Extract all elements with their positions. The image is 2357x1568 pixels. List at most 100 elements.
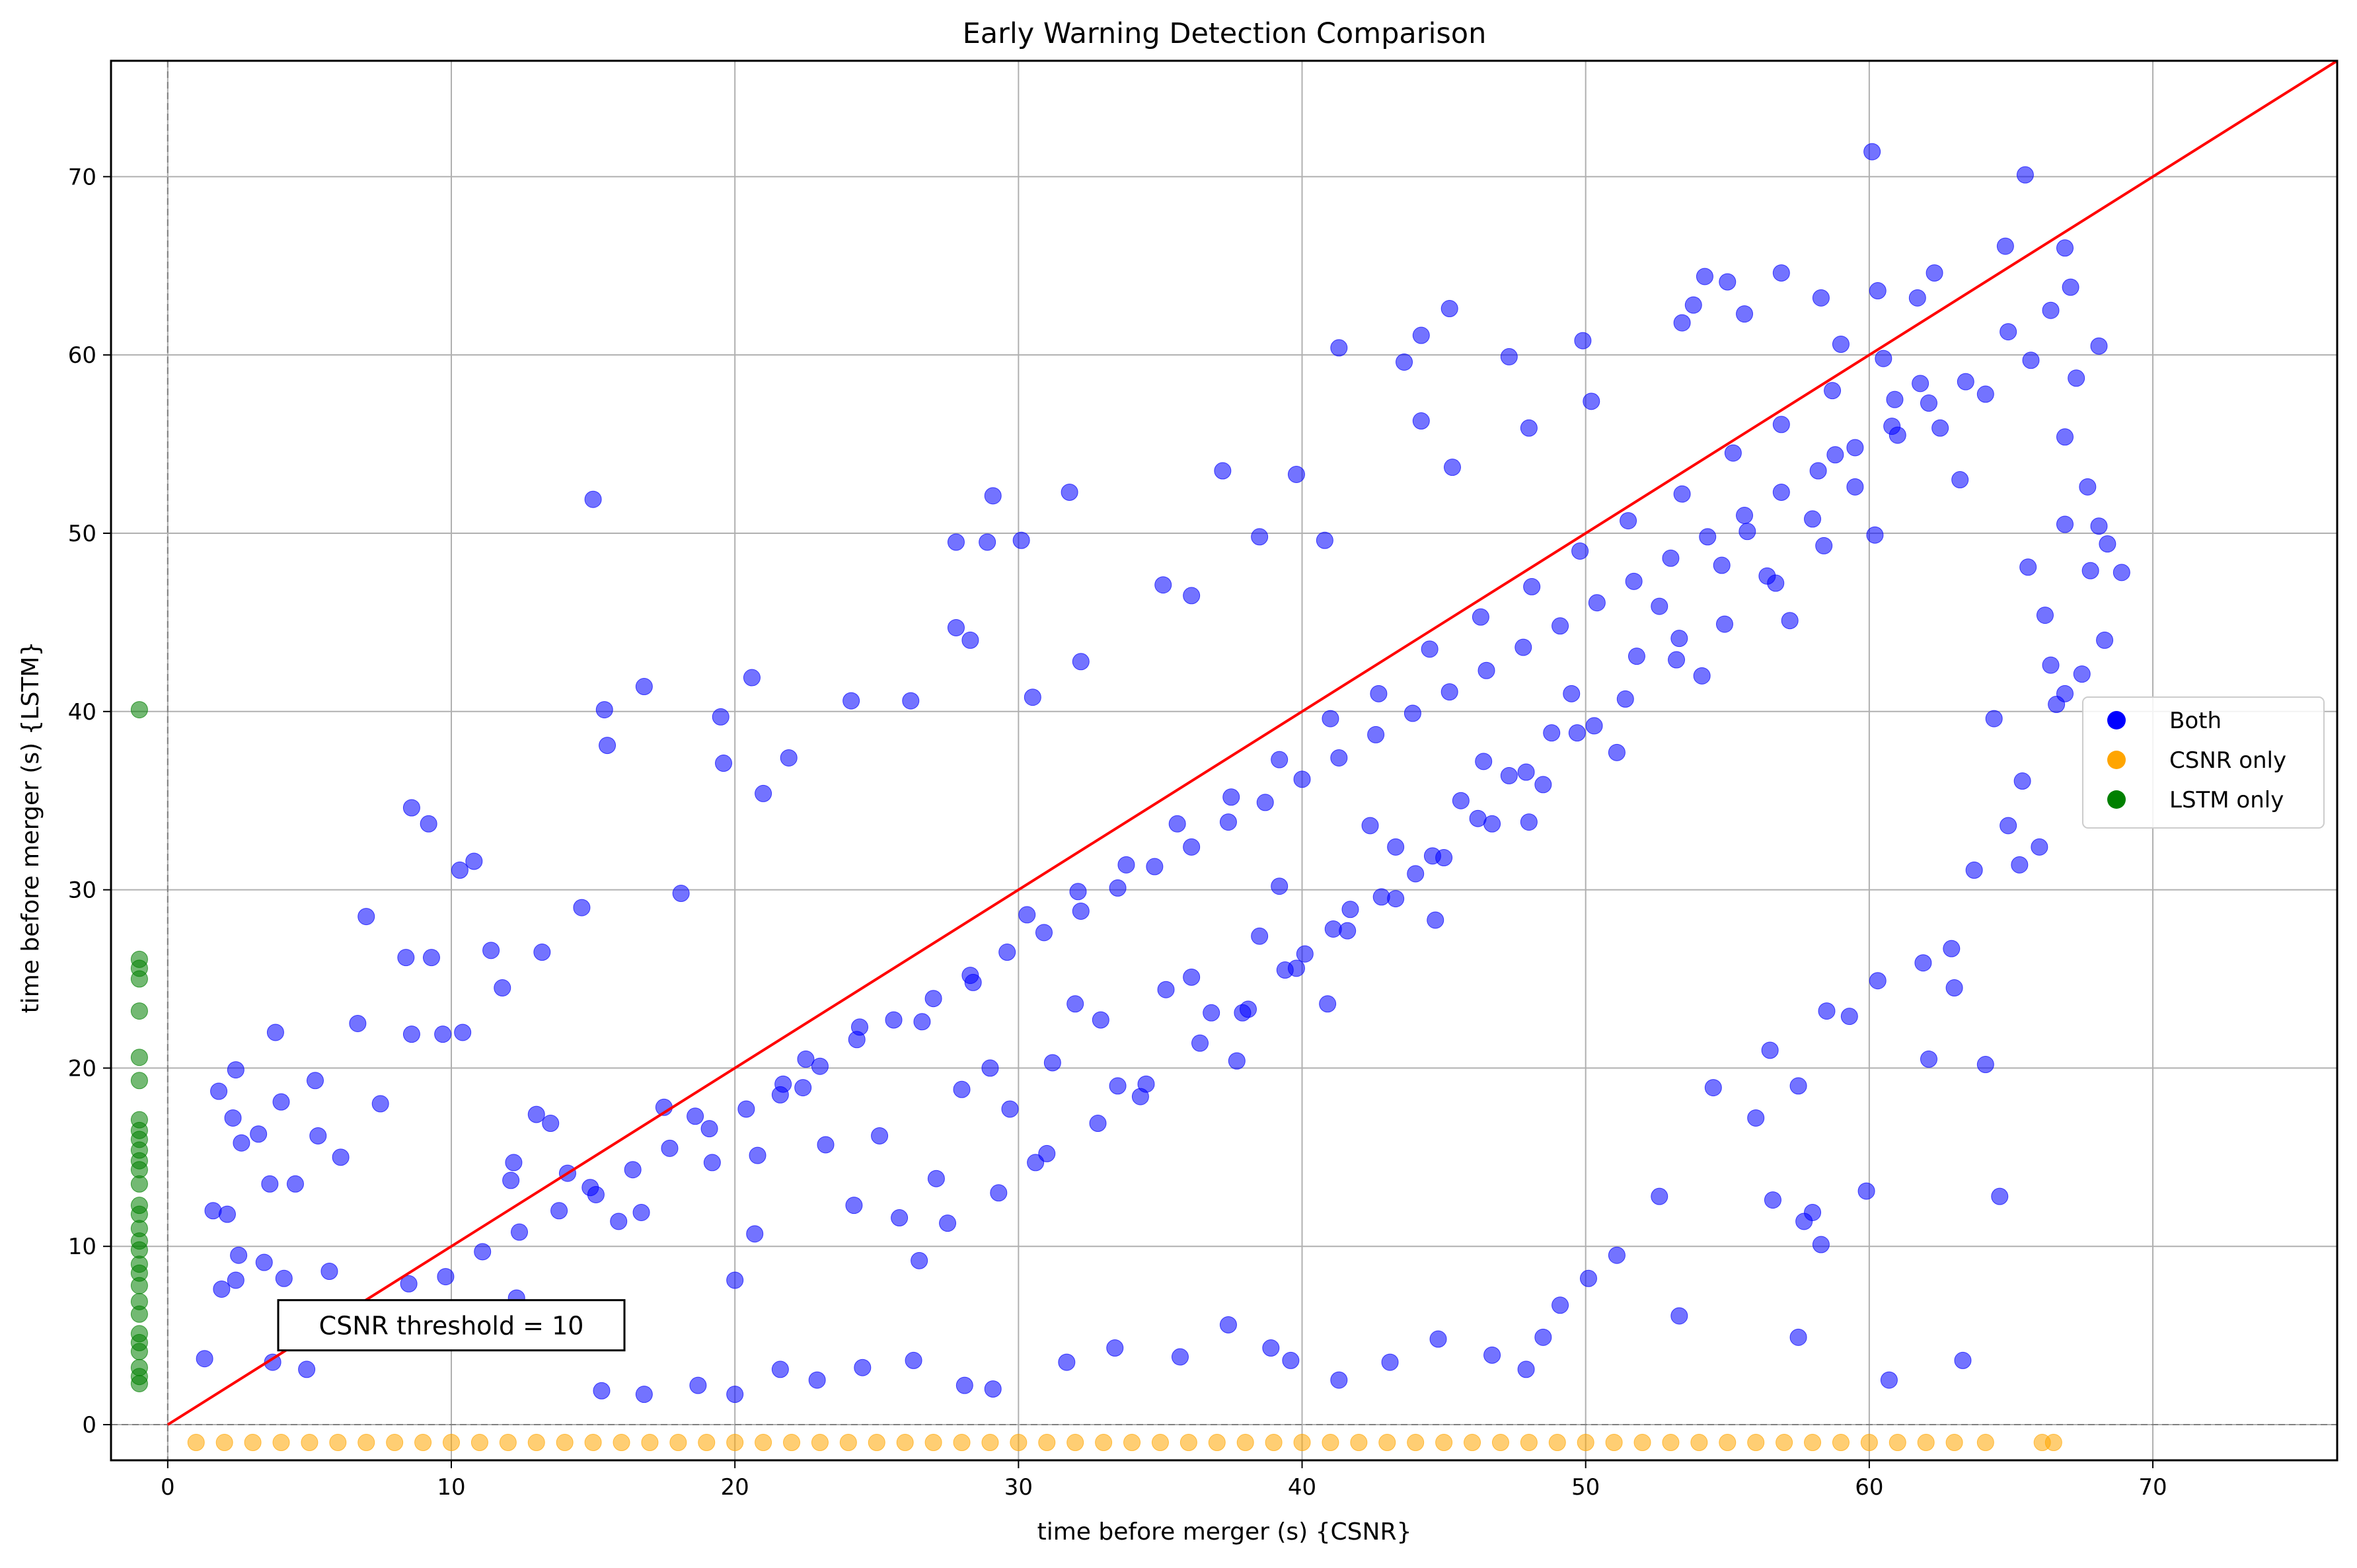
point-both [913, 1013, 931, 1031]
point-both [1043, 1054, 1061, 1072]
point-both [1772, 416, 1790, 433]
y-tick-label: 10 [68, 1234, 96, 1260]
point-csnr-only [2044, 1434, 2062, 1452]
point-both [1651, 1187, 1668, 1205]
point-both [1857, 1182, 1875, 1200]
point-both [2056, 515, 2074, 533]
point-both [1183, 838, 1201, 856]
point-csnr-only [1577, 1434, 1594, 1452]
point-both [1781, 612, 1799, 630]
annotation-text: CSNR threshold = 10 [319, 1312, 584, 1341]
point-both [1520, 813, 1538, 831]
point-both [1500, 766, 1518, 784]
point-csnr-only [1236, 1434, 1254, 1452]
point-both [465, 852, 483, 870]
point-both [1552, 617, 1569, 635]
point-both [1322, 710, 1339, 728]
point-both [1875, 350, 1892, 367]
point-both [1651, 597, 1668, 615]
point-csnr-only [698, 1434, 716, 1452]
point-both [2019, 558, 2037, 576]
point-both [1421, 640, 1439, 658]
point-both [527, 1105, 545, 1123]
point-both [891, 1209, 909, 1227]
x-tick-label: 40 [1288, 1474, 1316, 1501]
point-both [1764, 1191, 1781, 1209]
point-both [1339, 922, 1357, 940]
point-both [911, 1251, 928, 1269]
annotation-box [277, 1299, 626, 1352]
point-both [1092, 1011, 1109, 1029]
point-both [1815, 537, 1833, 554]
point-both [1866, 526, 1884, 544]
point-both [1670, 1307, 1688, 1325]
point-both [1627, 648, 1645, 665]
point-csnr-only [1407, 1434, 1425, 1452]
point-csnr-only [953, 1434, 971, 1452]
point-lstm-only [130, 1277, 148, 1294]
point-both [1976, 1056, 1994, 1074]
point-both [1203, 1004, 1220, 1022]
point-both [1883, 418, 1901, 435]
point-both [1824, 382, 1842, 400]
point-csnr-only [1832, 1434, 1850, 1452]
legend-frame [2082, 696, 2325, 829]
point-both [1154, 576, 1172, 594]
point-both [1387, 890, 1405, 908]
point-both [1724, 444, 1742, 462]
reference-lines [111, 61, 2337, 1460]
point-both [1396, 353, 1413, 371]
point-csnr-only [1123, 1434, 1141, 1452]
point-csnr-only [726, 1434, 744, 1452]
point-csnr-only [1322, 1434, 1339, 1452]
point-both [1517, 1361, 1535, 1378]
point-csnr-only [1066, 1434, 1084, 1452]
point-both [924, 990, 942, 1008]
point-both [885, 1011, 903, 1029]
point-both [332, 1148, 350, 1166]
point-both [1886, 391, 1904, 408]
point-both [1239, 1000, 1257, 1018]
point-both [357, 908, 375, 926]
point-lstm-only [130, 1049, 148, 1066]
point-lstm-only [130, 1305, 148, 1323]
point-both [1183, 968, 1201, 986]
x-tick-label: 20 [721, 1474, 749, 1501]
point-csnr-only [272, 1434, 290, 1452]
point-both [1931, 419, 1949, 437]
chart-title: Early Warning Detection Comparison [963, 17, 1487, 50]
point-both [746, 1225, 764, 1243]
point-both [1869, 972, 1887, 990]
point-csnr-only [386, 1434, 404, 1452]
point-both [1736, 305, 1754, 323]
point-both [1222, 788, 1240, 806]
legend-marker [2107, 711, 2126, 729]
point-both [848, 1031, 866, 1049]
point-both [1072, 902, 1090, 920]
point-both [1089, 1115, 1107, 1133]
point-both [1670, 630, 1688, 648]
point-both [1767, 574, 1785, 592]
point-both [2096, 631, 2114, 649]
point-both [1035, 924, 1053, 942]
point-lstm-only [130, 1072, 148, 1090]
point-both [1381, 1353, 1399, 1371]
point-both [196, 1350, 213, 1368]
point-both [2056, 685, 2074, 702]
point-csnr-only [1747, 1434, 1765, 1452]
point-both [689, 1376, 707, 1394]
point-both [939, 1214, 957, 1232]
point-both [1951, 471, 1969, 489]
point-both [1370, 685, 1388, 702]
point-both [349, 1014, 367, 1032]
point-csnr-only [755, 1434, 772, 1452]
point-csnr-only [924, 1434, 942, 1452]
point-both [584, 490, 602, 508]
point-both [1287, 465, 1305, 483]
point-both [218, 1205, 236, 1223]
point-csnr-only [1804, 1434, 1822, 1452]
point-both [587, 1185, 605, 1203]
point-csnr-only [1690, 1434, 1708, 1452]
point-both [233, 1134, 250, 1152]
point-both [511, 1223, 529, 1241]
